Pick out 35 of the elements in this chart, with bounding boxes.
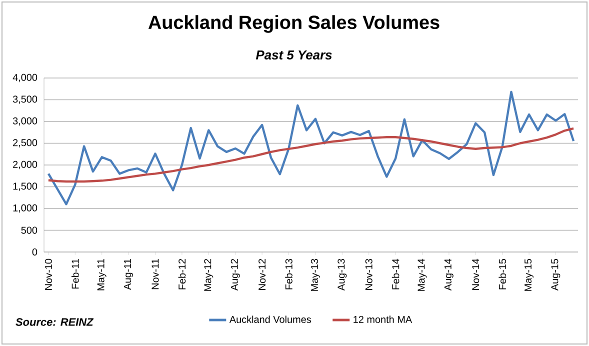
y-tick-label: 1,500 xyxy=(13,182,38,191)
x-tick-label: May-11 xyxy=(97,259,106,290)
x-tick-label: Feb-12 xyxy=(178,259,186,290)
y-tick-label: 3,000 xyxy=(12,117,38,126)
x-tick-label: Feb-11 xyxy=(71,259,79,289)
line-series xyxy=(47,90,575,206)
y-tick-label: 2,000 xyxy=(13,160,38,170)
y-tick-label: 4,000 xyxy=(12,74,38,82)
source-note: Source: REINZ xyxy=(16,318,94,326)
chart-title: Auckland Region Sales Volumes xyxy=(148,15,440,33)
y-tick-label: 2,500 xyxy=(13,139,38,148)
x-tick-label: May-15 xyxy=(524,258,534,291)
x-tick-label: Nov-13 xyxy=(365,258,372,290)
x-tick-label: Feb-14 xyxy=(392,258,400,290)
x-tick-label: Aug-11 xyxy=(124,259,134,290)
y-tick-label: 0 xyxy=(32,248,38,256)
x-tick-label: Aug-15 xyxy=(551,258,560,291)
y-tick-label: 500 xyxy=(21,226,38,234)
x-tick-label: Aug-12 xyxy=(230,259,240,291)
legend-label: Auckland Volumes xyxy=(229,316,311,323)
x-tick-label: Aug-13 xyxy=(338,258,347,291)
x-tick-label: Nov-12 xyxy=(258,259,266,290)
x-tick-label: Feb-15 xyxy=(498,258,506,290)
legend-label: 12 month MA xyxy=(354,316,412,323)
x-tick-label: May-13 xyxy=(310,258,320,291)
chart-subtitle: Past 5 Years xyxy=(256,50,332,60)
x-tick-label: May-14 xyxy=(418,258,427,291)
y-tick-label: 3,500 xyxy=(12,96,38,104)
x-tick-label: Nov-10 xyxy=(44,258,52,290)
x-tick-label: Feb-13 xyxy=(285,258,292,290)
x-tick-label: Nov-11 xyxy=(152,259,159,290)
y-tick-label: 1,000 xyxy=(13,204,38,213)
x-tick-label: Aug-14 xyxy=(444,258,454,291)
x-tick-label: May-12 xyxy=(204,259,214,291)
x-tick-label: Nov-14 xyxy=(472,258,480,290)
